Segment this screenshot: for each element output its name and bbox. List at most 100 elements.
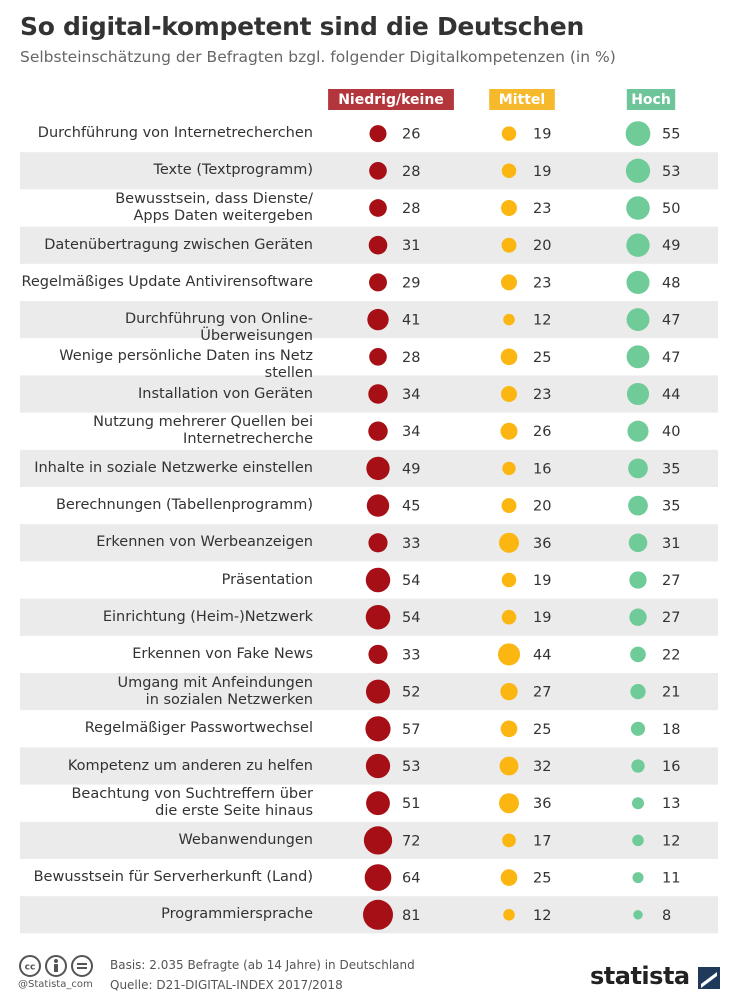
value-label: 29 [402, 275, 420, 291]
value-label: 35 [662, 461, 680, 477]
bubble [626, 233, 650, 257]
bubble [502, 461, 516, 476]
source-quelle: Quelle: D21-DIGITAL-INDEX 2017/2018 [110, 978, 343, 992]
value-label: 22 [662, 647, 680, 663]
value-label: 47 [662, 313, 680, 329]
value-label: 44 [533, 647, 551, 663]
value-label: 18 [662, 722, 680, 738]
bubble [628, 458, 648, 479]
bubble [365, 716, 391, 742]
bubble [367, 308, 389, 331]
category-label: Einrichtung (Heim-)Netzwerk [102, 608, 313, 625]
category-label: Regelmäßiges Update Antivirensoftware [21, 273, 313, 290]
value-label: 50 [662, 201, 680, 217]
bubble [501, 386, 517, 402]
value-label: 23 [533, 387, 551, 403]
value-label: 45 [402, 499, 420, 515]
value-label: 20 [533, 238, 551, 254]
chart-title: So digital-kompetent sind die Deutschen [20, 12, 584, 41]
value-label: 34 [402, 387, 420, 403]
bubble [503, 909, 515, 921]
category-label: Berechnungen (Tabellenprogramm) [55, 497, 313, 514]
value-label: 27 [662, 573, 680, 589]
value-label: 25 [533, 350, 551, 366]
bubble [631, 797, 645, 810]
value-label: 41 [402, 313, 420, 329]
bubble [368, 235, 388, 255]
bubble [497, 643, 521, 666]
bubble [500, 682, 518, 701]
bubble [366, 456, 390, 481]
value-label: 52 [402, 685, 420, 701]
bubble [630, 646, 646, 663]
bubble [368, 644, 388, 664]
value-label: 16 [662, 759, 680, 775]
value-label: 12 [533, 313, 551, 329]
bubble [630, 683, 646, 700]
bubble [369, 273, 387, 292]
value-label: 23 [533, 201, 551, 217]
value-label: 36 [533, 536, 551, 552]
category-label: Präsentation [221, 571, 313, 588]
category-label: Installation von Geräten [138, 385, 313, 402]
bubble [499, 793, 519, 814]
bubble [500, 348, 518, 366]
value-label: 27 [533, 685, 551, 701]
category-label: Beachtung von Suchtreffern über die erst… [71, 786, 313, 820]
value-label: 16 [533, 461, 551, 477]
value-label: 54 [402, 573, 420, 589]
bubble [501, 126, 517, 141]
value-label: 17 [533, 833, 551, 849]
category-label: Nutzung mehrerer Quellen bei Internetrec… [93, 414, 313, 448]
value-label: 19 [533, 164, 551, 180]
value-label: 12 [662, 833, 680, 849]
category-label: Kompetenz um anderen zu helfen [67, 757, 313, 774]
bubble [500, 422, 518, 440]
bubble [626, 382, 650, 406]
bubble [369, 161, 387, 180]
bubble [366, 494, 390, 517]
value-label: 25 [533, 722, 551, 738]
category-label: Durchführung von Online-Überweisungen [124, 311, 313, 345]
legend-badge [489, 89, 555, 110]
value-label: 47 [662, 350, 680, 366]
value-label: 26 [402, 127, 420, 143]
bubble [365, 753, 391, 779]
bubble [501, 274, 517, 291]
value-label: 25 [533, 871, 551, 887]
legend-label: Mittel [499, 92, 545, 108]
bubble [628, 533, 648, 553]
value-label: 11 [662, 871, 680, 887]
value-label: 33 [402, 536, 420, 552]
value-label: 19 [533, 127, 551, 143]
value-label: 54 [402, 610, 420, 626]
value-label: 28 [402, 201, 420, 217]
legend-badge [626, 89, 676, 110]
source-basis: Basis: 2.035 Befragte (ab 14 Jahre) in D… [110, 958, 415, 972]
bubble [368, 421, 388, 441]
value-label: 57 [402, 722, 420, 738]
value-label: 12 [533, 908, 551, 924]
category-label: Datenübertragung zwischen Geräten [44, 236, 313, 253]
bubble [501, 163, 517, 179]
value-label: 49 [402, 461, 420, 477]
legend-label: Hoch [631, 92, 671, 108]
category-label: Erkennen von Werbeanzeigen [96, 534, 313, 551]
bubble [503, 313, 515, 326]
legend-badge [328, 89, 454, 110]
value-label: 49 [662, 238, 680, 254]
bubble [625, 158, 651, 183]
bubble [368, 384, 388, 404]
bubble [626, 308, 650, 332]
category-label: Bewusstsein für Serverherkunft (Land) [33, 869, 313, 886]
bubble [628, 495, 648, 516]
value-label: 27 [662, 610, 680, 626]
bubble [626, 345, 650, 369]
bubble [501, 200, 517, 216]
svg-text:cc: cc [25, 963, 36, 973]
bubble [501, 572, 517, 588]
brand-logo [698, 967, 720, 989]
bubble [499, 756, 519, 776]
value-label: 55 [662, 127, 680, 143]
